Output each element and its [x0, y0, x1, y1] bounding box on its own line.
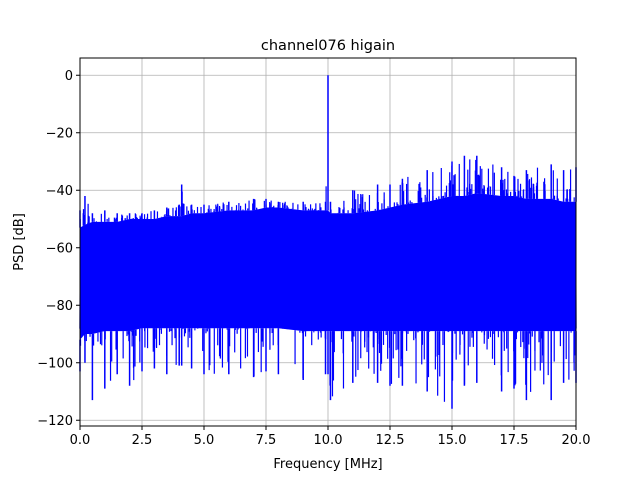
x-axis-label: Frequency [MHz] — [273, 457, 382, 472]
x-tick-label: 5.0 — [194, 433, 215, 448]
x-tick-label: 0.0 — [70, 433, 91, 448]
series-layer — [79, 75, 577, 409]
chart-title: channel076 higain — [261, 38, 395, 54]
x-tick-label: 15.0 — [438, 433, 467, 448]
x-tick-label: 2.5 — [132, 433, 153, 448]
y-tick-label: 0 — [65, 69, 73, 84]
x-tick-label: 12.5 — [376, 433, 405, 448]
y-tick-label: −80 — [46, 299, 73, 314]
y-tick-label: −40 — [46, 184, 73, 199]
y-tick-label: −20 — [46, 126, 73, 141]
y-tick-label: −60 — [46, 241, 73, 256]
x-tick-label: 10.0 — [314, 433, 343, 448]
x-tick-label: 17.5 — [500, 433, 529, 448]
series-band — [80, 193, 576, 340]
y-tick-label: −100 — [37, 356, 73, 371]
x-tick-label: 7.5 — [256, 433, 277, 448]
axis-ticks: 0.0 2.5 5.0 7.5 10.0 12.5 15.0 17.5 20.0 0 −20 −40 −… — [37, 69, 590, 448]
y-axis-label: PSD [dB] — [12, 213, 27, 271]
y-tick-label: −120 — [37, 414, 73, 429]
x-tick-label: 20.0 — [562, 433, 591, 448]
